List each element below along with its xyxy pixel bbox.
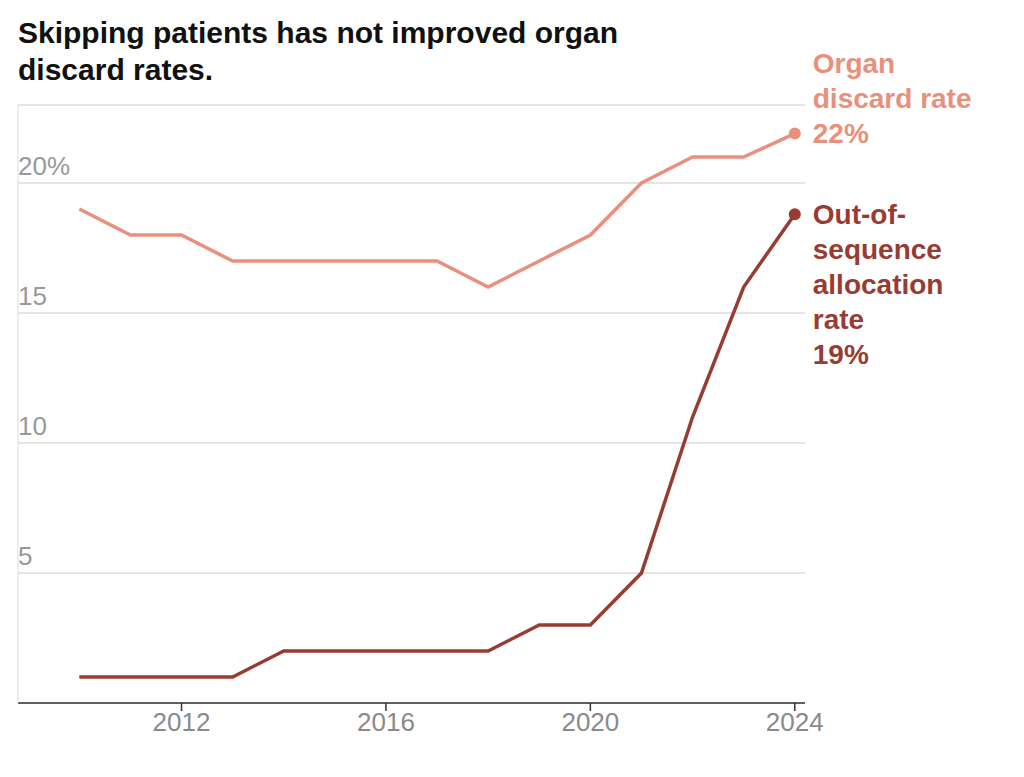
svg-text:10: 10 [18, 411, 47, 441]
svg-text:15: 15 [18, 281, 47, 311]
svg-text:2016: 2016 [357, 707, 415, 737]
html-text:Skipping patients has not impr: Skipping patients has not improved organ… [18, 16, 619, 86]
svg-text:20%: 20% [18, 151, 70, 181]
svg-text:2020: 2020 [561, 707, 619, 737]
svg-text:Out-of-sequenceallocationrate1: Out-of-sequenceallocationrate19% [813, 199, 944, 370]
svg-text:5: 5 [18, 541, 32, 571]
svg-text:Organdiscard rate22%: Organdiscard rate22% [813, 48, 972, 149]
svg-text:2024: 2024 [766, 707, 824, 737]
svg-text:2012: 2012 [153, 707, 211, 737]
